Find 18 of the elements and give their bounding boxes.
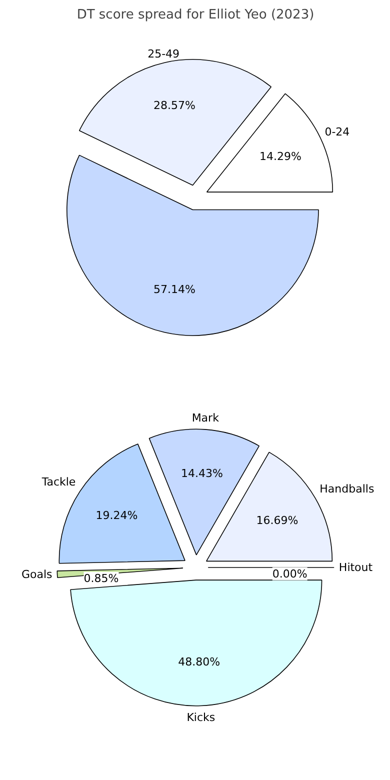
data-label: 48.80% xyxy=(178,655,220,668)
slice-label: Mark xyxy=(192,411,220,424)
slice-label: Goals xyxy=(21,568,53,582)
category-label: Hitout xyxy=(338,561,373,574)
slice-label: Kicks xyxy=(186,710,216,724)
data-label: 16.69% xyxy=(256,514,298,527)
slice-label: Handballs xyxy=(320,482,374,496)
data-label: 28.57% xyxy=(154,99,196,112)
slice-label: 25-49 xyxy=(148,48,180,61)
data-label: 57.14% xyxy=(154,282,196,296)
slice-label: 0-24 xyxy=(324,125,350,138)
data-label: 14.43% xyxy=(181,466,223,480)
data-label: 14.29% xyxy=(260,150,302,164)
slice-label: Tackle xyxy=(40,476,76,489)
data-label: 0.85% xyxy=(84,572,119,585)
chart-title: DT score spread for Elliot Yeo (2023) xyxy=(76,8,314,22)
data-label: 19.24% xyxy=(96,509,138,522)
text: 0.00% xyxy=(272,567,308,580)
